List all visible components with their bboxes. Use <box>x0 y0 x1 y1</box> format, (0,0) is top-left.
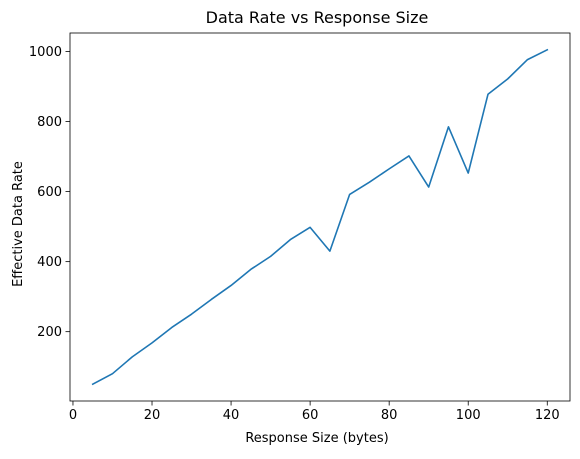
x-tick-label: 60 <box>302 408 319 423</box>
y-tick-label: 600 <box>37 185 62 200</box>
x-tick-label: 100 <box>456 408 481 423</box>
y-tick-label: 800 <box>37 115 62 130</box>
plot-frame <box>69 32 571 402</box>
x-axis-label: Response Size (bytes) <box>245 431 388 446</box>
series-line <box>91 48 549 386</box>
y-tick-label: 200 <box>37 325 62 340</box>
x-tick-label: 80 <box>381 408 398 423</box>
y-tick-label: 1000 <box>29 45 62 60</box>
y-axis: 200 400 600 800 1000 <box>29 45 70 340</box>
x-axis: 0 20 40 60 80 100 120 <box>69 401 560 423</box>
x-tick-label: 120 <box>535 408 560 423</box>
x-tick-label: 40 <box>223 408 240 423</box>
y-tick-label: 400 <box>37 255 62 270</box>
x-tick-label: 0 <box>69 408 77 423</box>
y-axis-label: Effective Data Rate <box>11 161 26 287</box>
plot-area-border <box>69 32 571 402</box>
series-layer <box>91 48 549 386</box>
x-tick-label: 20 <box>144 408 161 423</box>
chart-title: Data Rate vs Response Size <box>206 8 429 27</box>
